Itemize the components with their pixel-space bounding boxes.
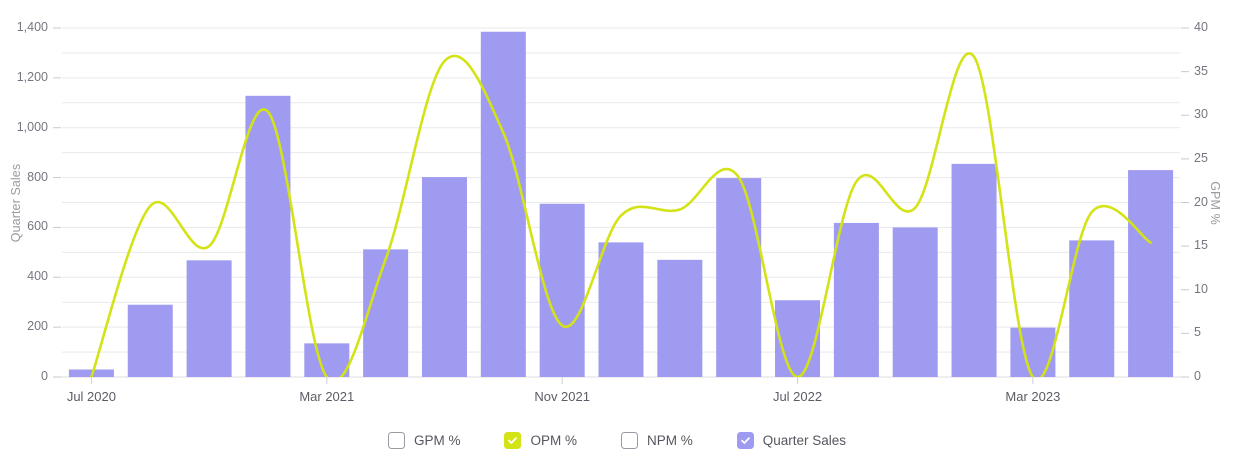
y-axis-left-tick-label: 800	[27, 169, 48, 184]
line-path[interactable]	[90, 52, 1152, 381]
y-axis-right-tick-label: 15	[1194, 238, 1208, 253]
bar[interactable]	[775, 300, 821, 377]
y-axis-left-title: Quarter Sales	[9, 163, 24, 243]
checkbox-unchecked-icon[interactable]	[387, 431, 405, 449]
y-axis-left-tick-label: 1,400	[16, 20, 48, 34]
checkbox-checked-icon[interactable]	[504, 431, 522, 449]
y-axis-right-tick-label: 20	[1194, 194, 1208, 209]
x-axis-tick-label: Mar 2023	[1005, 389, 1061, 404]
bar[interactable]	[421, 177, 467, 377]
y-axis-right-tick-label: 30	[1194, 107, 1208, 122]
bar[interactable]	[1010, 327, 1056, 377]
bar[interactable]	[1069, 240, 1115, 377]
bar[interactable]	[127, 304, 173, 377]
legend-item-label: NPM %	[646, 432, 693, 448]
x-axis-tick-marks	[90, 377, 1034, 384]
y-axis-left-tick-label: 400	[27, 269, 48, 284]
y-axis-right-title: GPM %	[1207, 181, 1222, 225]
checkbox-unchecked-icon[interactable]	[620, 431, 638, 449]
bar[interactable]	[363, 249, 409, 377]
legend-item-opm[interactable]: OPM %	[482, 428, 599, 453]
bar[interactable]	[1128, 170, 1174, 377]
y-axis-left-tick-label: 0	[41, 369, 48, 383]
bar[interactable]	[186, 260, 232, 377]
bar[interactable]	[245, 95, 291, 377]
legend-item-label: GPM %	[413, 432, 461, 448]
chart-plot-area: 0 200 400 600 800 1,000 1,200 1,400 0 5 10 15 20 25 30…	[9, 20, 1234, 404]
x-axis-tick-label: Nov 2021	[534, 389, 590, 404]
chart-svg	[53, 27, 1189, 384]
line-series	[90, 52, 1152, 381]
x-axis-tick-label: Jul 2020	[66, 389, 116, 404]
bar[interactable]	[304, 343, 350, 377]
bar[interactable]	[657, 259, 703, 377]
x-axis-tick-label: Jul 2022	[772, 389, 823, 404]
y-axis-right-tick-label: 25	[1194, 150, 1208, 165]
bar[interactable]	[833, 222, 879, 377]
bar[interactable]	[480, 31, 526, 377]
y-axis-right-tick-label: 5	[1194, 325, 1201, 340]
check-icon	[740, 436, 750, 444]
y-axis-right-tick-label: 40	[1194, 20, 1208, 34]
legend-item-label: OPM %	[530, 432, 577, 448]
bar[interactable]	[892, 227, 938, 377]
bar-series	[68, 31, 1174, 377]
x-axis-tick-label: Nov 2023	[1208, 389, 1234, 404]
y-axis-left-tick-label: 1,200	[16, 69, 48, 84]
y-axis-right-tick-label: 10	[1194, 281, 1208, 296]
y-axis-right-tick-label: 0	[1194, 369, 1201, 383]
y-axis-right-tick-label: 35	[1194, 63, 1208, 78]
check-icon	[508, 436, 518, 444]
legend-item-gpm[interactable]: GPM %	[366, 428, 483, 453]
y-axis-right-tick-marks	[1181, 27, 1189, 378]
x-axis-tick-label: Mar 2021	[299, 389, 355, 404]
bar[interactable]	[598, 242, 644, 377]
y-axis-left-tick-marks	[53, 27, 61, 378]
bar[interactable]	[716, 178, 762, 377]
legend-item-label: Quarter Sales	[762, 432, 847, 448]
bar[interactable]	[539, 203, 585, 377]
y-axis-left-tick-label: 600	[27, 219, 48, 234]
y-axis-left-tick-label: 1,000	[16, 119, 48, 134]
legend-item-quarter-sales[interactable]: Quarter Sales	[715, 428, 868, 453]
chart-legend: GPM % OPM % NPM % Quarter Sales	[0, 418, 1234, 462]
y-axis-left-tick-label: 200	[27, 319, 48, 334]
bar[interactable]	[951, 163, 997, 377]
legend-item-npm[interactable]: NPM %	[599, 428, 715, 453]
checkbox-checked-icon[interactable]	[736, 431, 754, 449]
